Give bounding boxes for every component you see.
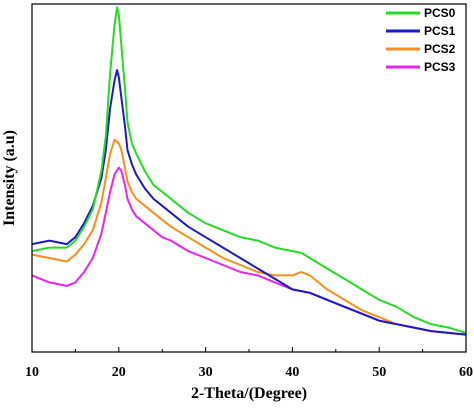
x-axis: 10 20 30 40 50 60 bbox=[25, 347, 473, 380]
series-line-pcs1 bbox=[31, 69, 467, 336]
x-tick-label: 10 bbox=[25, 365, 39, 380]
series-line-pcs2 bbox=[31, 138, 467, 336]
x-tick-label: 50 bbox=[372, 365, 386, 380]
legend-label-pcs3: PCS3 bbox=[424, 60, 456, 74]
x-tick-label: 20 bbox=[112, 365, 126, 380]
x-tick-label: 40 bbox=[285, 365, 299, 380]
legend-label-pcs1: PCS1 bbox=[424, 24, 456, 38]
legend-label-pcs2: PCS2 bbox=[424, 42, 456, 56]
x-axis-title: 2-Theta/(Degree) bbox=[191, 385, 307, 402]
x-tick-label: 60 bbox=[459, 365, 473, 380]
x-tick-label: 30 bbox=[199, 365, 213, 380]
plot-frame bbox=[31, 3, 467, 353]
series-line-pcs0 bbox=[31, 6, 467, 334]
legend-label-pcs0: PCS0 bbox=[424, 6, 456, 20]
series-layer bbox=[31, 6, 467, 336]
legend: PCS0 PCS1 PCS2 PCS3 bbox=[386, 6, 456, 74]
y-axis-title: Intensity (a.u) bbox=[1, 130, 18, 226]
